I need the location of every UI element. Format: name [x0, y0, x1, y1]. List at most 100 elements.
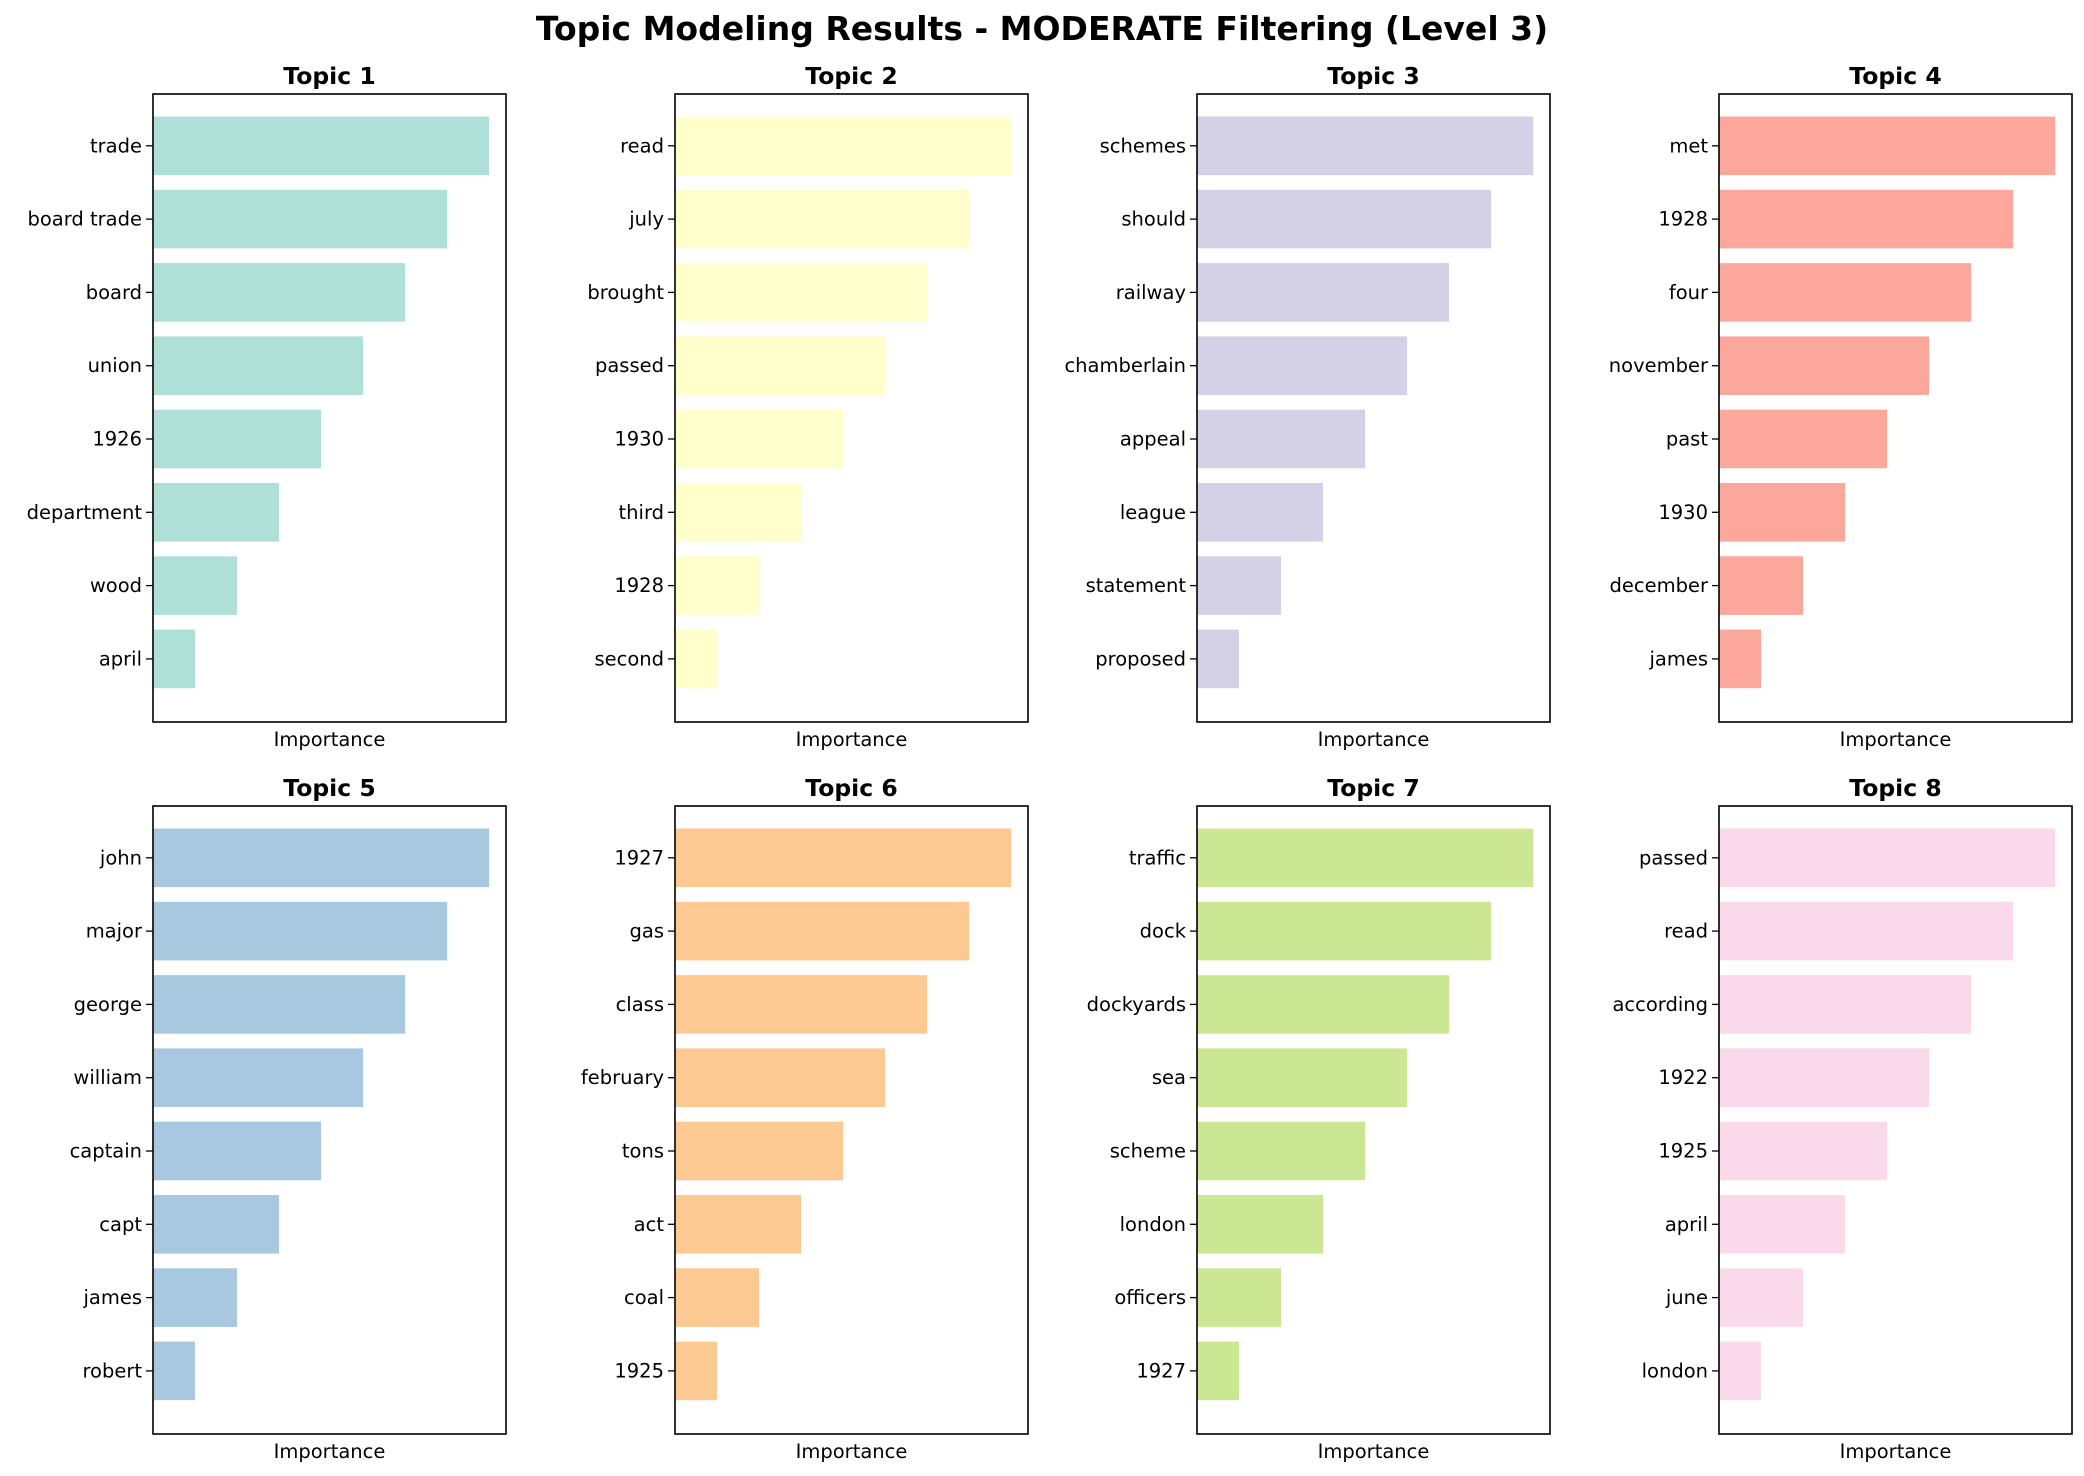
bar — [1197, 1121, 1366, 1181]
axes-frame — [1196, 805, 1551, 1435]
y-tick-label: 1925 — [1658, 1140, 1708, 1163]
x-axis-label: Importance — [1318, 1440, 1430, 1463]
y-tick-label: june — [1665, 1286, 1708, 1309]
bar — [153, 1195, 280, 1254]
topic-panel: met 1928 four november past 1930 december james… — [1609, 62, 2073, 751]
bar — [675, 1121, 844, 1181]
y-tick-label: london — [1642, 1359, 1708, 1382]
axes-frame — [674, 93, 1029, 723]
y-tick-label: second — [594, 647, 664, 670]
y-tick-label: capt — [99, 1213, 142, 1236]
axes-frame — [152, 93, 507, 723]
bar — [1197, 1195, 1324, 1254]
bar — [1197, 116, 1534, 176]
y-tick-label: past — [1666, 428, 1708, 451]
subplot-grid: trade board trade board union 1926 department… — [27, 62, 2073, 1463]
y-tick-label: trade — [90, 134, 142, 157]
bar — [1197, 1048, 1408, 1107]
y-tick-label: november — [1609, 354, 1709, 377]
bar — [675, 189, 970, 249]
y-tick-label: traffic — [1129, 846, 1186, 869]
y-tick-label: officers — [1114, 1286, 1186, 1309]
bar — [153, 483, 280, 542]
y-tick-label: met — [1669, 134, 1708, 157]
x-axis-label: Importance — [1840, 1440, 1952, 1463]
y-tick-label: railway — [1116, 281, 1186, 304]
topic-panel: schemes should railway chamberlain appeal lea… — [1064, 62, 1551, 751]
y-tick-label: dockyards — [1087, 993, 1186, 1016]
y-tick-label: tons — [622, 1140, 664, 1163]
bar — [1719, 556, 1804, 615]
bar — [153, 189, 448, 249]
bar — [1719, 116, 2056, 176]
bar — [675, 483, 802, 542]
bar — [675, 556, 760, 615]
y-tick-label: william — [73, 1066, 142, 1089]
x-axis-label: Importance — [274, 1440, 386, 1463]
bar — [153, 1341, 196, 1401]
bar — [1197, 1268, 1282, 1327]
bar — [153, 116, 490, 176]
y-tick-label: james — [82, 1286, 142, 1309]
bar — [153, 1048, 364, 1107]
y-tick-label: 1930 — [614, 428, 664, 451]
subplot-title: Topic 3 — [1327, 62, 1419, 90]
subplot-title: Topic 2 — [805, 62, 897, 90]
x-axis-label: Importance — [796, 1440, 908, 1463]
topic-panel: traffic dock dockyards sea scheme london offic… — [1087, 774, 1551, 1463]
bar — [675, 1341, 718, 1401]
axes-frame — [1196, 93, 1551, 723]
y-tick-label: board trade — [28, 208, 143, 231]
figure-title: Topic Modeling Results - MODERATE Filter… — [536, 9, 1548, 48]
bar — [1197, 828, 1534, 888]
y-tick-label: 1927 — [1136, 1359, 1186, 1382]
bar — [1719, 828, 2056, 888]
bar — [675, 1195, 802, 1254]
bar — [675, 629, 718, 689]
subplot-title: Topic 8 — [1849, 774, 1941, 802]
y-tick-label: gas — [630, 920, 665, 943]
y-tick-label: act — [634, 1213, 665, 1236]
bar — [153, 1268, 238, 1327]
bar — [1197, 263, 1450, 322]
bar — [1719, 189, 2014, 249]
bar — [1719, 1195, 1846, 1254]
y-tick-label: 1927 — [614, 846, 664, 869]
bar — [1719, 263, 1972, 322]
bar — [1197, 1341, 1240, 1401]
bar — [1197, 629, 1240, 689]
y-tick-label: read — [1664, 920, 1708, 943]
y-tick-label: dock — [1140, 920, 1187, 943]
bar — [675, 116, 1012, 176]
y-tick-label: robert — [82, 1359, 142, 1382]
topic-panel: john major george william captain capt james ro… — [70, 774, 507, 1463]
y-tick-label: proposed — [1095, 647, 1186, 670]
y-tick-label: 1922 — [1658, 1066, 1708, 1089]
bar — [153, 828, 490, 888]
axes-frame — [1718, 93, 2073, 723]
bar — [675, 1048, 886, 1107]
bar — [153, 409, 322, 469]
bar — [1719, 409, 1888, 469]
y-tick-label: london — [1120, 1213, 1186, 1236]
bar — [1197, 336, 1408, 395]
y-tick-label: july — [628, 208, 664, 231]
y-tick-label: four — [1669, 281, 1709, 304]
y-tick-label: passed — [595, 354, 664, 377]
y-tick-label: 1928 — [1658, 208, 1708, 231]
y-tick-label: february — [581, 1066, 664, 1089]
subplot-title: Topic 5 — [283, 774, 375, 802]
bar — [1719, 629, 1762, 689]
bar — [1719, 336, 1930, 395]
subplot-title: Topic 1 — [283, 62, 375, 90]
y-tick-label: john — [99, 846, 142, 869]
bar — [1197, 901, 1492, 961]
bar — [1197, 189, 1492, 249]
subplot-title: Topic 6 — [805, 774, 897, 802]
bar — [675, 409, 844, 469]
y-tick-label: george — [74, 993, 142, 1016]
y-tick-label: james — [1648, 647, 1708, 670]
bar — [1719, 1048, 1930, 1107]
bar — [1719, 483, 1846, 542]
